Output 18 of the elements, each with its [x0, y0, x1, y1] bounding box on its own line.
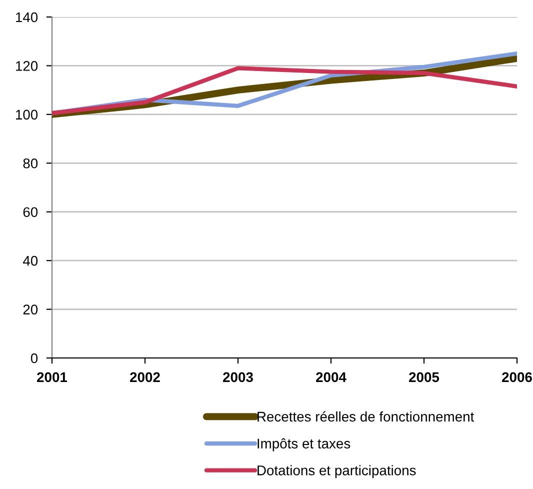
x-tick-label: 2002 [130, 372, 160, 382]
legend-label: Impôts et taxes [258, 438, 350, 452]
y-tick-label: 0 [30, 353, 38, 364]
y-tick-label: 40 [22, 256, 38, 266]
x-tick-label: 2004 [316, 372, 346, 382]
line-series [52, 66, 517, 116]
x-tick-label: 2006 [502, 372, 532, 382]
x-tick-label: 2005 [409, 372, 440, 382]
y-tick-label: 120 [16, 61, 38, 71]
x-tick-label: 2001 [37, 372, 68, 382]
x-tick-label: 2003 [223, 372, 253, 382]
y-tick-label: 80 [23, 158, 38, 168]
y-tick-label: 60 [23, 207, 38, 218]
y-tick-label: 140 [16, 12, 38, 22]
legend-label: Dotations et participations [258, 465, 416, 478]
y-tick-label: 20 [23, 304, 38, 314]
y-tick-label: 100 [16, 110, 38, 120]
legend-label: Recettes réelles de fonctionnement [258, 411, 474, 422]
